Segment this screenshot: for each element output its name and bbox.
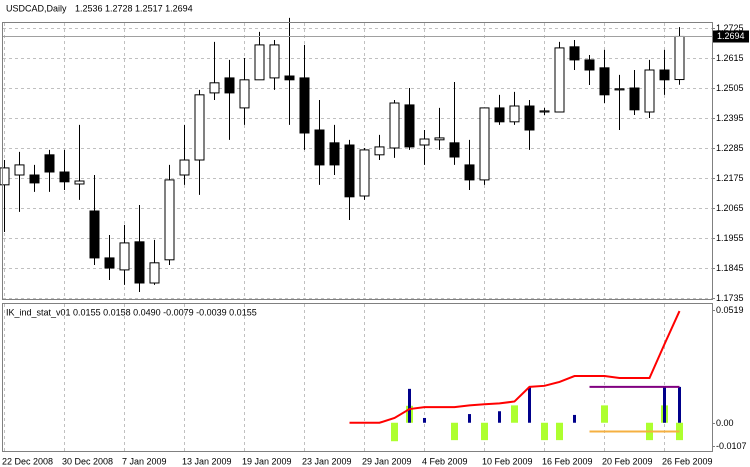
candle-body bbox=[554, 47, 565, 113]
candle-body bbox=[44, 154, 55, 173]
indicator-bar bbox=[663, 386, 666, 423]
x-tick-label: 23 Jan 2009 bbox=[302, 456, 352, 466]
candle-body bbox=[464, 164, 475, 181]
x-tick-label: 29 Jan 2009 bbox=[362, 456, 412, 466]
ohlc-label: 1.2536 1.2728 1.2517 1.2694 bbox=[75, 3, 193, 13]
indicator-panel-frame bbox=[2, 303, 713, 452]
candle-body bbox=[344, 144, 355, 198]
candle-body bbox=[374, 146, 385, 156]
candle-body bbox=[284, 75, 295, 81]
indicator-bar bbox=[541, 422, 548, 441]
candle-body bbox=[239, 79, 250, 109]
candle-body bbox=[29, 174, 40, 184]
current-price-tag bbox=[713, 30, 749, 43]
indicator-title: IK_ind_stat_v01 0.0155 0.0158 0.0490 -0.… bbox=[6, 307, 257, 317]
candle-body bbox=[494, 107, 505, 123]
y-tick-label: 1.1845 bbox=[716, 263, 744, 273]
x-tick-label: 10 Feb 2009 bbox=[482, 456, 533, 466]
candle-body bbox=[509, 105, 520, 123]
y-tick-label: 1.2395 bbox=[716, 113, 744, 123]
candle-body bbox=[179, 159, 190, 176]
x-tick-label: 22 Dec 2008 bbox=[2, 456, 53, 466]
candle-body bbox=[194, 94, 205, 161]
candle-body bbox=[224, 77, 235, 94]
current-price-label: 1.2694 bbox=[717, 31, 745, 41]
candle-body bbox=[614, 88, 625, 91]
indicator-bar bbox=[481, 422, 488, 441]
candle-body bbox=[89, 210, 100, 259]
x-tick-label: 7 Jan 2009 bbox=[122, 456, 167, 466]
x-tick-label: 19 Jan 2009 bbox=[242, 456, 292, 466]
x-tick-label: 26 Feb 2009 bbox=[662, 456, 713, 466]
y-tick-label: 1.2505 bbox=[716, 83, 744, 93]
candle-body bbox=[674, 35, 685, 81]
indicator-bar bbox=[468, 414, 471, 423]
x-tick-label: 16 Feb 2009 bbox=[542, 456, 593, 466]
y-tick-label: 0.00 bbox=[716, 418, 734, 428]
indicator-bar bbox=[408, 388, 411, 423]
candle-body bbox=[539, 110, 550, 113]
candle-body bbox=[59, 171, 70, 183]
candle-body bbox=[74, 180, 85, 185]
y-tick-label: 1.2615 bbox=[716, 53, 744, 63]
y-tick-label: 1.2065 bbox=[716, 203, 744, 213]
price-panel-frame bbox=[2, 22, 713, 300]
indicator-bar bbox=[573, 414, 576, 423]
y-tick-label: 1.1735 bbox=[716, 293, 744, 303]
candle-body bbox=[314, 129, 325, 166]
y-tick-label: -0.0107 bbox=[716, 441, 747, 451]
candle-body bbox=[14, 164, 25, 176]
chart-title: USDCAD,Daily bbox=[6, 3, 67, 13]
candle-body bbox=[659, 69, 670, 81]
candle-body bbox=[389, 102, 400, 149]
candle-body bbox=[329, 142, 340, 166]
indicator-bar bbox=[511, 405, 518, 423]
x-tick-label: 4 Feb 2009 bbox=[422, 456, 468, 466]
y-tick-label: 0.0519 bbox=[716, 305, 744, 315]
indicator-bar bbox=[678, 386, 681, 423]
candle-body bbox=[404, 104, 415, 148]
candle-body bbox=[254, 44, 265, 81]
candle-body bbox=[599, 67, 610, 96]
x-tick-label: 20 Feb 2009 bbox=[602, 456, 653, 466]
candle-body bbox=[524, 105, 535, 131]
y-tick-label: 1.2725 bbox=[716, 23, 744, 33]
candle-body bbox=[584, 59, 595, 71]
y-tick-label: 1.2175 bbox=[716, 173, 744, 183]
candle-body bbox=[269, 44, 280, 79]
indicator-bar bbox=[528, 386, 531, 423]
indicator-bar bbox=[601, 405, 608, 423]
candle-body bbox=[104, 257, 115, 269]
indicator-line bbox=[349, 310, 681, 424]
labels-layer: 22 Dec 2008 30 Dec 2008 7 Jan 2009 13 Jan 2… bbox=[2, 23, 749, 466]
candle-body bbox=[119, 242, 130, 271]
candle-body bbox=[479, 107, 490, 181]
candle-body bbox=[644, 69, 655, 113]
marks-layer bbox=[0, 17, 712, 442]
candle-body bbox=[299, 77, 310, 134]
indicator-bar bbox=[391, 422, 398, 442]
x-tick-label: 30 Dec 2008 bbox=[62, 456, 113, 466]
candle-body bbox=[0, 167, 10, 186]
indicator-bar bbox=[451, 422, 458, 441]
candle-body bbox=[419, 138, 430, 146]
indicator-bar bbox=[498, 411, 501, 423]
candle-body bbox=[629, 87, 640, 111]
indicator-bar bbox=[423, 417, 426, 423]
candle-body bbox=[569, 46, 580, 61]
indicator-bar bbox=[556, 422, 563, 441]
candle-body bbox=[434, 137, 445, 141]
candle-body bbox=[359, 149, 370, 197]
x-tick-label: 13 Jan 2009 bbox=[182, 456, 232, 466]
candle-body bbox=[149, 262, 160, 284]
y-tick-label: 1.1955 bbox=[716, 233, 744, 243]
candle-body bbox=[134, 241, 145, 284]
candle-body bbox=[449, 142, 460, 158]
y-tick-label: 1.2285 bbox=[716, 143, 744, 153]
candle-body bbox=[164, 179, 175, 261]
candle-body bbox=[209, 82, 220, 94]
